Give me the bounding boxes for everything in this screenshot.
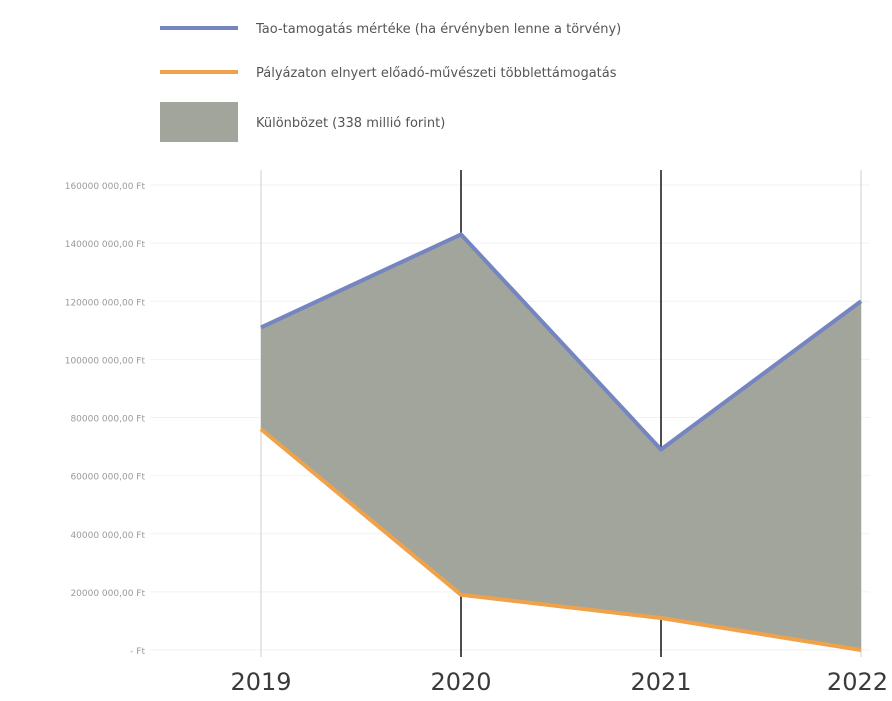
y-tick-label: 140000 000,00 Ft	[65, 240, 146, 250]
y-tick-label: 80000 000,00 Ft	[70, 415, 145, 425]
series-line-palyazat	[259, 427, 862, 652]
difference-area	[261, 234, 861, 650]
plot-area	[259, 232, 863, 652]
legend-label-tao: Tao-tamogatás mértéke (ha érvényben lenn…	[255, 22, 621, 37]
legend-swatch-kulonbozet	[160, 102, 238, 142]
legend-label-palyazat: Pályázaton elnyert előadó-művészeti több…	[256, 66, 617, 81]
x-tick-label: 2020	[430, 668, 491, 696]
y-tick-label: 160000 000,00 Ft	[65, 182, 146, 192]
x-tick-label: 2021	[630, 668, 691, 696]
y-tick-label: 40000 000,00 Ft	[70, 531, 145, 541]
y-tick-label: 20000 000,00 Ft	[70, 589, 145, 599]
y-tick-label: - Ft	[130, 647, 145, 657]
legend: Tao-tamogatás mértéke (ha érvényben lenn…	[160, 22, 621, 142]
legend-label-kulonbozet: Különbözet (338 millió forint)	[256, 116, 445, 131]
y-tick-label: 60000 000,00 Ft	[70, 473, 145, 483]
x-tick-label: 2019	[230, 668, 291, 696]
x-axis: 2019 2020 2021 2022	[230, 668, 888, 696]
y-tick-label: 100000 000,00 Ft	[65, 356, 146, 366]
series-line-tao	[260, 232, 863, 452]
y-axis: 160000 000,00 Ft 140000 000,00 Ft 120000 0…	[65, 182, 146, 657]
y-tick-label: 120000 000,00 Ft	[65, 298, 146, 308]
x-tick-label: 2022	[827, 668, 888, 696]
